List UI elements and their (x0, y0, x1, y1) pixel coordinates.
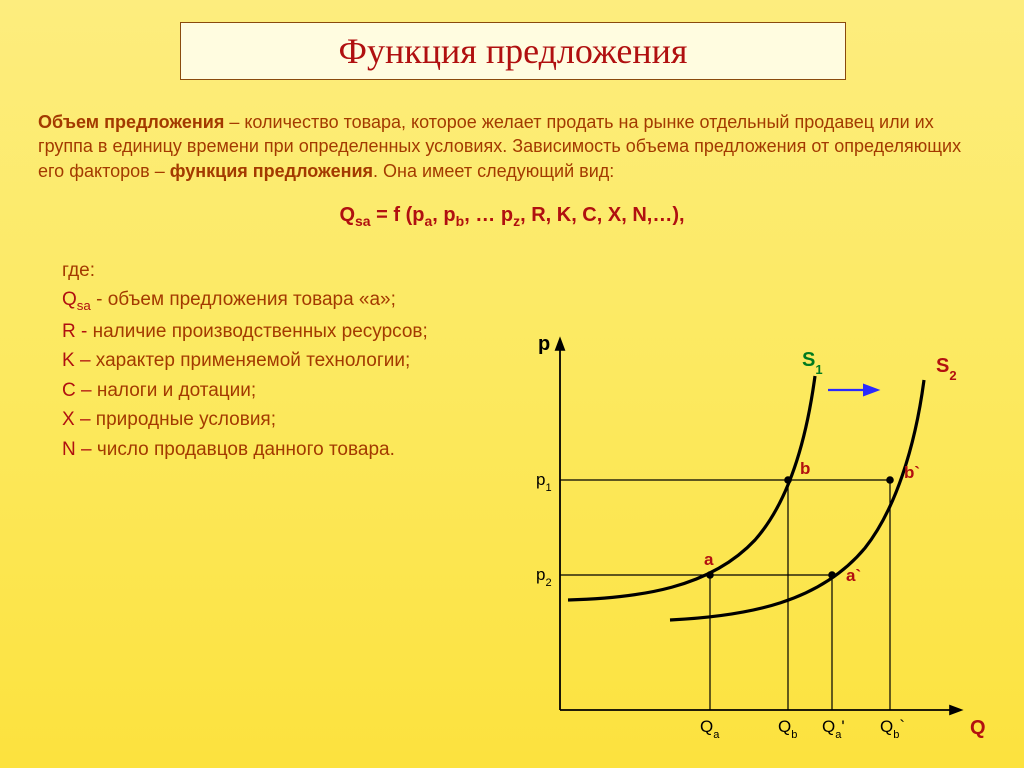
slide-title-box: Функция предложения (180, 22, 846, 80)
svg-text:a`: a` (846, 566, 861, 585)
def-X-sym: X – (62, 409, 91, 430)
svg-text:Qb`: Qb` (880, 717, 905, 741)
formula-pb: b (456, 213, 465, 229)
svg-text:p2: p2 (536, 565, 552, 589)
svg-text:Q: Q (970, 717, 986, 739)
svg-text:a: a (704, 550, 714, 569)
def-C-text: налоги и дотации; (92, 380, 257, 401)
intro-bold-term: функция предложения (170, 161, 373, 181)
svg-text:Qb: Qb (778, 717, 797, 741)
formula-Q: Q (339, 204, 355, 226)
def-K-text: характер применяемой технологии; (91, 350, 411, 371)
def-N-sym: N – (62, 439, 92, 460)
supply-formula: Qsa = f (pa, pb, … pz, R, K, C, X, N,…), (0, 204, 1024, 229)
def-K-sym: K – (62, 350, 91, 371)
supply-chart-svg: S1 a b S2 a` b` p1 p2 Qa Qb Qa' Qb` p Q (520, 330, 990, 750)
svg-text:b`: b` (904, 463, 920, 482)
svg-text:p1: p1 (536, 470, 552, 494)
def-where: где: (62, 260, 95, 281)
svg-text:Qa': Qa' (822, 717, 845, 741)
def-X-text: природные условия; (91, 409, 276, 430)
formula-mid: , p (432, 204, 455, 226)
svg-text:Qa: Qa (700, 717, 720, 741)
def-Q-text: - объем предложения товара «а»; (91, 289, 396, 310)
intro-lead-term: Объем предложения (38, 112, 224, 132)
def-R-sym: R - (62, 321, 87, 342)
def-C-sym: C – (62, 380, 92, 401)
definitions-list: где: Qsa - объем предложения товара «а»;… (62, 256, 428, 464)
def-Q-sub: sa (77, 298, 91, 313)
svg-text:p: p (538, 333, 550, 355)
formula-Q-sub: sa (355, 213, 371, 229)
intro-part2: . Она имеет следующий вид: (373, 161, 614, 181)
svg-text:S1: S1 (802, 349, 823, 377)
supply-chart: S1 a b S2 a` b` p1 p2 Qa Qb Qa' Qb` p Q (520, 330, 990, 750)
svg-text:S2: S2 (936, 355, 957, 383)
intro-paragraph: Объем предложения – количество товара, к… (38, 110, 988, 183)
svg-text:b: b (800, 459, 810, 478)
slide-title: Функция предложения (339, 30, 688, 72)
def-R-text: наличие производственных ресурсов; (87, 321, 427, 342)
formula-end: , R, K, C, X, N,…), (520, 204, 684, 226)
formula-tail: , … p (464, 204, 513, 226)
formula-eq: = f (p (371, 204, 425, 226)
def-N-text: число продавцов данного товара. (92, 439, 395, 460)
def-Q-sym: Q (62, 289, 77, 310)
